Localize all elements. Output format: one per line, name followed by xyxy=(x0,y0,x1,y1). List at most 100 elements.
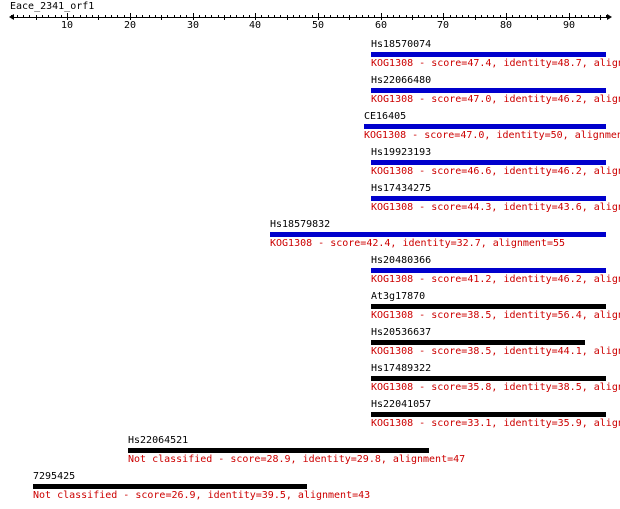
axis-tick-label: 10 xyxy=(61,20,74,31)
axis-tick-label: 60 xyxy=(375,20,388,31)
hit-bar[interactable] xyxy=(371,340,585,345)
hit-bar[interactable] xyxy=(128,448,429,453)
axis-tick xyxy=(274,15,275,18)
axis-tick xyxy=(481,15,482,18)
hit-bar[interactable] xyxy=(371,196,606,201)
axis-tick xyxy=(312,15,313,18)
hit-description: KOG1308 - score=35.8, identity=38.5, ali… xyxy=(371,382,620,393)
axis-tick xyxy=(531,15,532,18)
axis-tick xyxy=(330,15,331,18)
hit-description: KOG1308 - score=47.4, identity=48.7, ali… xyxy=(371,58,620,69)
axis-tick xyxy=(136,15,137,18)
axis-tick xyxy=(368,15,369,18)
axis-tick xyxy=(374,15,375,18)
hit-description: Not classified - score=26.9, identity=39… xyxy=(33,490,371,501)
axis-tick xyxy=(487,15,488,18)
axis-tick-label: 90 xyxy=(563,20,576,31)
axis-tick xyxy=(149,15,150,18)
hit-description: KOG1308 - score=38.5, identity=56.4, ali… xyxy=(371,310,620,321)
axis-tick xyxy=(437,15,438,18)
axis-tick xyxy=(180,15,181,18)
axis-tick xyxy=(462,15,463,18)
axis-right-arrowhead xyxy=(607,14,612,20)
axis-tick xyxy=(412,15,413,20)
axis-tick xyxy=(255,13,256,20)
hit-bar[interactable] xyxy=(371,52,606,57)
axis-tick xyxy=(130,13,131,20)
axis-tick xyxy=(493,15,494,18)
hit-description: KOG1308 - score=47.0, identity=46.2, ali… xyxy=(371,94,620,105)
hit-bar[interactable] xyxy=(270,232,606,237)
axis-tick xyxy=(193,13,194,20)
axis-tick xyxy=(431,15,432,18)
axis-tick xyxy=(418,15,419,18)
axis-tick xyxy=(456,15,457,18)
axis-tick xyxy=(525,15,526,18)
axis-tick xyxy=(387,15,388,18)
axis-tick xyxy=(362,15,363,18)
axis-tick xyxy=(424,15,425,18)
hit-id[interactable]: CE16405 xyxy=(364,111,407,122)
axis-tick xyxy=(55,15,56,18)
axis-tick xyxy=(305,15,306,18)
axis-tick xyxy=(399,15,400,18)
hit-bar[interactable] xyxy=(371,376,606,381)
axis-tick xyxy=(11,15,12,18)
hit-id[interactable]: Hs17434275 xyxy=(371,183,432,194)
hit-bar[interactable] xyxy=(364,124,606,129)
axis-tick xyxy=(261,15,262,18)
hit-bar[interactable] xyxy=(371,160,606,165)
hit-description: KOG1308 - score=44.3, identity=43.6, ali… xyxy=(371,202,620,213)
axis-tick xyxy=(167,15,168,18)
hit-bar[interactable] xyxy=(33,484,307,489)
axis-tick xyxy=(73,15,74,18)
hit-id[interactable]: Hs22066480 xyxy=(371,75,432,86)
axis-tick xyxy=(280,15,281,18)
axis-tick xyxy=(23,15,24,18)
hit-id[interactable]: Hs17489322 xyxy=(371,363,432,374)
hit-bar[interactable] xyxy=(371,88,606,93)
hit-id[interactable]: Hs22041057 xyxy=(371,399,432,410)
hit-id[interactable]: 7295425 xyxy=(33,471,76,482)
hit-description: KOG1308 - score=42.4, identity=32.7, ali… xyxy=(270,238,566,249)
hit-id[interactable]: Hs20536637 xyxy=(371,327,432,338)
axis-tick xyxy=(537,15,538,20)
axis-tick xyxy=(606,15,607,18)
hit-id[interactable]: Hs20480366 xyxy=(371,255,432,266)
axis-tick xyxy=(86,15,87,18)
axis-tick xyxy=(575,15,576,18)
axis-tick xyxy=(98,15,99,20)
hit-id[interactable]: At3g17870 xyxy=(371,291,426,302)
axis-tick xyxy=(230,15,231,18)
axis-tick xyxy=(512,15,513,18)
axis-tick xyxy=(406,15,407,18)
axis-tick xyxy=(450,15,451,18)
axis-tick xyxy=(161,15,162,20)
axis-tick xyxy=(500,15,501,18)
axis-tick xyxy=(569,13,570,20)
axis-tick xyxy=(67,13,68,20)
axis-tick xyxy=(199,15,200,18)
hit-description: KOG1308 - score=33.1, identity=35.9, ali… xyxy=(371,418,620,429)
axis-tick xyxy=(544,15,545,18)
axis-tick xyxy=(562,15,563,18)
hit-id[interactable]: Hs18570074 xyxy=(371,39,432,50)
axis-tick-label: 50 xyxy=(312,20,325,31)
axis-tick-label: 20 xyxy=(124,20,137,31)
hit-id[interactable]: Hs22064521 xyxy=(128,435,189,446)
axis-tick-label: 30 xyxy=(187,20,200,31)
axis-tick xyxy=(343,15,344,18)
hit-bar[interactable] xyxy=(371,304,606,309)
hit-description: KOG1308 - score=41.2, identity=46.2, ali… xyxy=(371,274,620,285)
axis-tick xyxy=(155,15,156,18)
hit-description: Not classified - score=28.9, identity=29… xyxy=(128,454,466,465)
hit-id[interactable]: Hs19923193 xyxy=(371,147,432,158)
axis-tick xyxy=(36,15,37,20)
axis-tick xyxy=(42,15,43,18)
axis-tick xyxy=(205,15,206,18)
hit-id[interactable]: Hs18579832 xyxy=(270,219,331,230)
axis-tick xyxy=(243,15,244,18)
hit-bar[interactable] xyxy=(371,412,606,417)
hit-bar[interactable] xyxy=(371,268,606,273)
axis-tick xyxy=(318,13,319,20)
